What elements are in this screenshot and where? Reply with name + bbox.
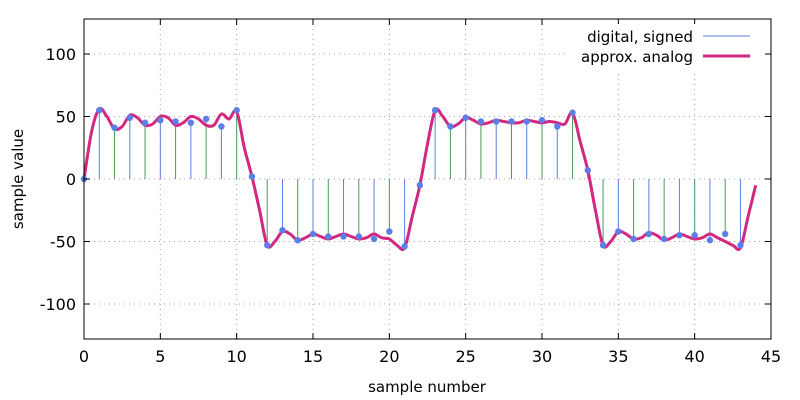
digital-point — [737, 242, 744, 249]
digital-point — [355, 233, 362, 240]
digital-point — [630, 235, 637, 243]
x-tick-label: 20 — [379, 347, 399, 366]
digital-point — [386, 228, 393, 235]
x-tick-label: 25 — [455, 347, 475, 366]
digital-markers — [80, 107, 744, 250]
digital-point — [660, 235, 668, 243]
digital-point — [233, 107, 240, 114]
x-tick-label: 0 — [79, 347, 89, 366]
digital-point — [187, 119, 195, 126]
digital-point — [309, 230, 317, 238]
digital-point — [569, 109, 576, 116]
digital-point — [554, 123, 561, 130]
y-ticks: -100 -50 0 50 100 — [40, 45, 771, 314]
x-ticks: 0 5 10 15 20 25 30 35 40 45 — [79, 19, 781, 366]
digital-point — [96, 107, 103, 114]
y-tick-label: 50 — [56, 108, 76, 127]
digital-point — [431, 107, 439, 114]
x-tick-label: 30 — [532, 347, 552, 366]
x-tick-label: 40 — [684, 347, 704, 366]
digital-point — [401, 243, 408, 250]
digital-point — [248, 173, 256, 180]
digital-point — [615, 228, 622, 235]
digital-point — [340, 233, 347, 240]
digital-point — [599, 242, 607, 249]
digital-series — [98, 110, 741, 247]
digital-point — [584, 167, 591, 174]
digital-point — [706, 237, 714, 244]
y-tick-label: -100 — [40, 295, 76, 314]
digital-point — [538, 117, 546, 124]
digital-point — [264, 242, 271, 249]
legend: digital, signed approx. analog — [565, 24, 765, 72]
y-axis-label: sample value — [9, 129, 27, 229]
digital-point — [111, 124, 118, 131]
digital-point — [645, 230, 653, 238]
digital-point — [508, 118, 515, 125]
digital-point — [202, 115, 210, 123]
x-tick-label: 15 — [303, 347, 323, 366]
digital-point — [218, 123, 225, 130]
legend-background — [565, 24, 765, 72]
digital-point — [416, 182, 424, 189]
digital-point — [691, 232, 698, 239]
x-axis-label: sample number — [368, 378, 487, 396]
y-tick-label: -50 — [50, 233, 76, 252]
digital-point — [722, 230, 729, 238]
digital-point — [279, 227, 286, 234]
digital-point — [477, 118, 485, 125]
digital-point — [126, 114, 133, 121]
digital-point — [141, 119, 149, 126]
x-tick-label: 5 — [155, 347, 165, 366]
legend-label-digital: digital, signed — [587, 28, 693, 46]
y-tick-label: 100 — [45, 45, 76, 64]
digital-point — [294, 237, 301, 244]
x-tick-label: 45 — [761, 347, 781, 366]
digital-point — [676, 232, 683, 239]
digital-point — [493, 118, 500, 125]
digital-point — [462, 114, 469, 121]
x-tick-label: 10 — [226, 347, 246, 366]
digital-point — [370, 235, 378, 243]
digital-point — [157, 117, 164, 124]
digital-point — [523, 118, 530, 125]
y-tick-label: 0 — [66, 170, 76, 189]
legend-label-analog: approx. analog — [581, 48, 693, 66]
digital-point — [172, 118, 179, 125]
digital-point — [447, 123, 454, 130]
digital-point — [325, 233, 332, 240]
x-tick-label: 35 — [608, 347, 628, 366]
